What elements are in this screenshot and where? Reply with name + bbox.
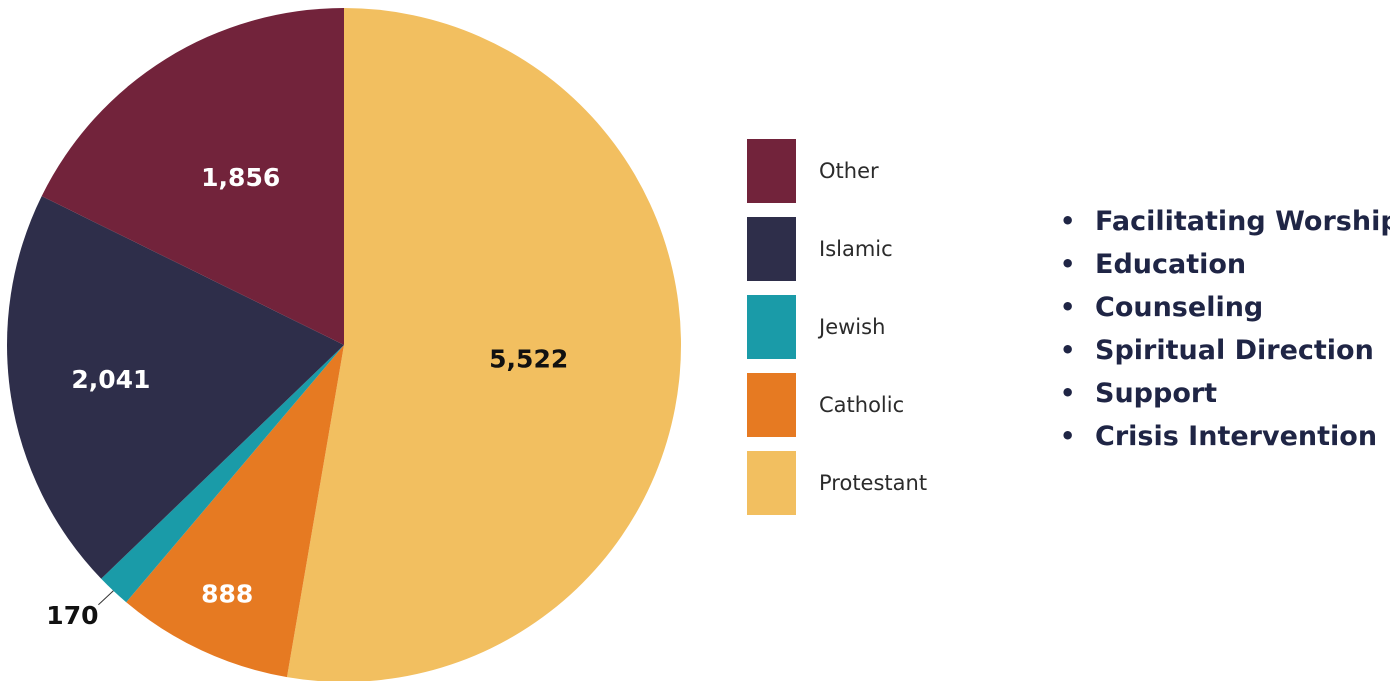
services-item-label: Support	[1095, 378, 1218, 409]
services-list-item: • Counseling	[1060, 286, 1390, 329]
legend-swatch-jewish	[747, 295, 796, 359]
legend-label-catholic: Catholic	[819, 393, 905, 417]
pie-slice-value-label: 5,522	[489, 345, 568, 374]
legend-swatch-protestant	[747, 451, 796, 515]
services-list-item: • Spiritual Direction	[1060, 329, 1390, 372]
services-list-item: • Support	[1060, 372, 1390, 415]
pie-slice-value-label: 1,856	[201, 163, 280, 192]
bullet-icon: •	[1060, 336, 1076, 364]
services-item-label: Facilitating Worship	[1095, 206, 1390, 237]
pie-slice-other	[41, 8, 344, 345]
services-list-item: • Education	[1060, 243, 1390, 286]
legend-item-protestant: Protestant	[747, 451, 977, 515]
pie-slice-islamic	[6, 196, 344, 579]
pie-slice-value-label: 888	[201, 580, 253, 609]
legend-swatch-other	[747, 139, 796, 203]
legend-item-other: Other	[747, 139, 977, 203]
pie-slice-value-label: 2,041	[71, 365, 150, 394]
pie-slice-jewish	[101, 345, 344, 603]
pie-slices	[6, 8, 681, 681]
pie-slice-labels: 5,522 888 170 2,041 1,856	[46, 163, 568, 630]
legend-swatch-catholic	[747, 373, 796, 437]
services-item-label: Spiritual Direction	[1095, 335, 1374, 366]
pie-slice-catholic	[126, 345, 345, 678]
services-item-label: Counseling	[1095, 292, 1264, 323]
services-list-item: • Crisis Intervention	[1060, 415, 1390, 458]
bullet-icon: •	[1060, 422, 1076, 450]
bullet-icon: •	[1060, 207, 1076, 235]
legend: Other Islamic Jewish Catholic Protestant	[747, 139, 977, 529]
services-list-item: • Facilitating Worship	[1060, 200, 1390, 243]
legend-item-catholic: Catholic	[747, 373, 977, 437]
legend-label-other: Other	[819, 159, 879, 183]
bullet-icon: •	[1060, 379, 1076, 407]
legend-item-jewish: Jewish	[747, 295, 977, 359]
services-list: • Facilitating Worship • Education • Counse…	[1060, 200, 1390, 458]
services-item-label: Education	[1095, 249, 1247, 280]
bullet-icon: •	[1060, 293, 1076, 321]
legend-swatch-islamic	[747, 217, 796, 281]
pie-slice-value-label: 170	[46, 601, 98, 630]
services-item-label: Crisis Intervention	[1095, 421, 1378, 452]
legend-label-islamic: Islamic	[819, 237, 893, 261]
legend-label-protestant: Protestant	[819, 471, 928, 495]
leader-line	[98, 590, 114, 606]
legend-item-islamic: Islamic	[747, 217, 977, 281]
pie-slice-protestant	[286, 8, 681, 681]
bullet-icon: •	[1060, 250, 1076, 278]
legend-label-jewish: Jewish	[819, 315, 886, 339]
